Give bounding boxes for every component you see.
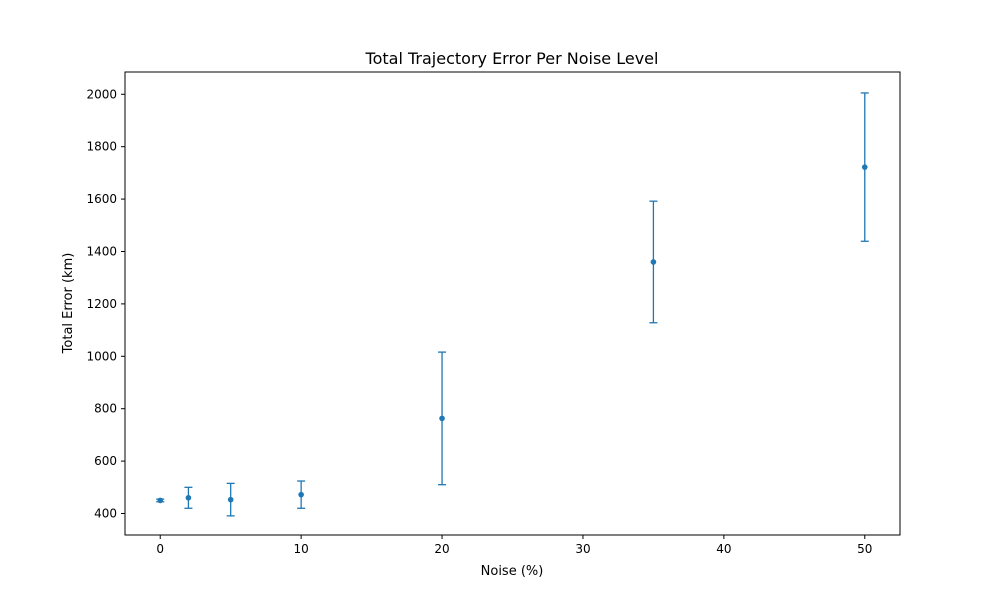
data-point	[861, 164, 868, 170]
y-tick-label: 1000	[86, 349, 117, 363]
y-tick-label: 600	[94, 454, 117, 468]
data-point	[157, 497, 164, 504]
y-tick-label: 1600	[86, 192, 117, 206]
chart-title: Total Trajectory Error Per Noise Level	[365, 49, 659, 68]
data-point	[298, 491, 304, 498]
x-tick-label: 40	[716, 542, 731, 556]
x-tick-label: 20	[434, 542, 449, 556]
x-tick-label: 30	[575, 542, 590, 556]
y-tick-label: 1400	[86, 244, 117, 258]
data-point	[227, 496, 234, 503]
plot-area: 0 10 20 30 40 50 400 600 800 1000 1200 1400 1600 1800…	[86, 87, 872, 556]
x-axis-label: Noise (%)	[481, 564, 544, 579]
y-tick-label: 400	[94, 507, 117, 521]
data-point	[185, 494, 192, 501]
data-point	[439, 415, 445, 422]
data-point	[650, 259, 657, 265]
y-tick-label: 2000	[86, 87, 117, 101]
axes-frame	[124, 71, 901, 536]
y-tick-label: 800	[94, 402, 117, 416]
y-tick-label: 1800	[86, 140, 117, 154]
x-tick-label: 50	[857, 542, 872, 556]
x-tick-label: 10	[293, 542, 308, 556]
y-tick-label: 1200	[86, 297, 117, 311]
y-axis-label: Total Error (km)	[61, 253, 76, 355]
x-tick-label: 0	[156, 542, 164, 556]
